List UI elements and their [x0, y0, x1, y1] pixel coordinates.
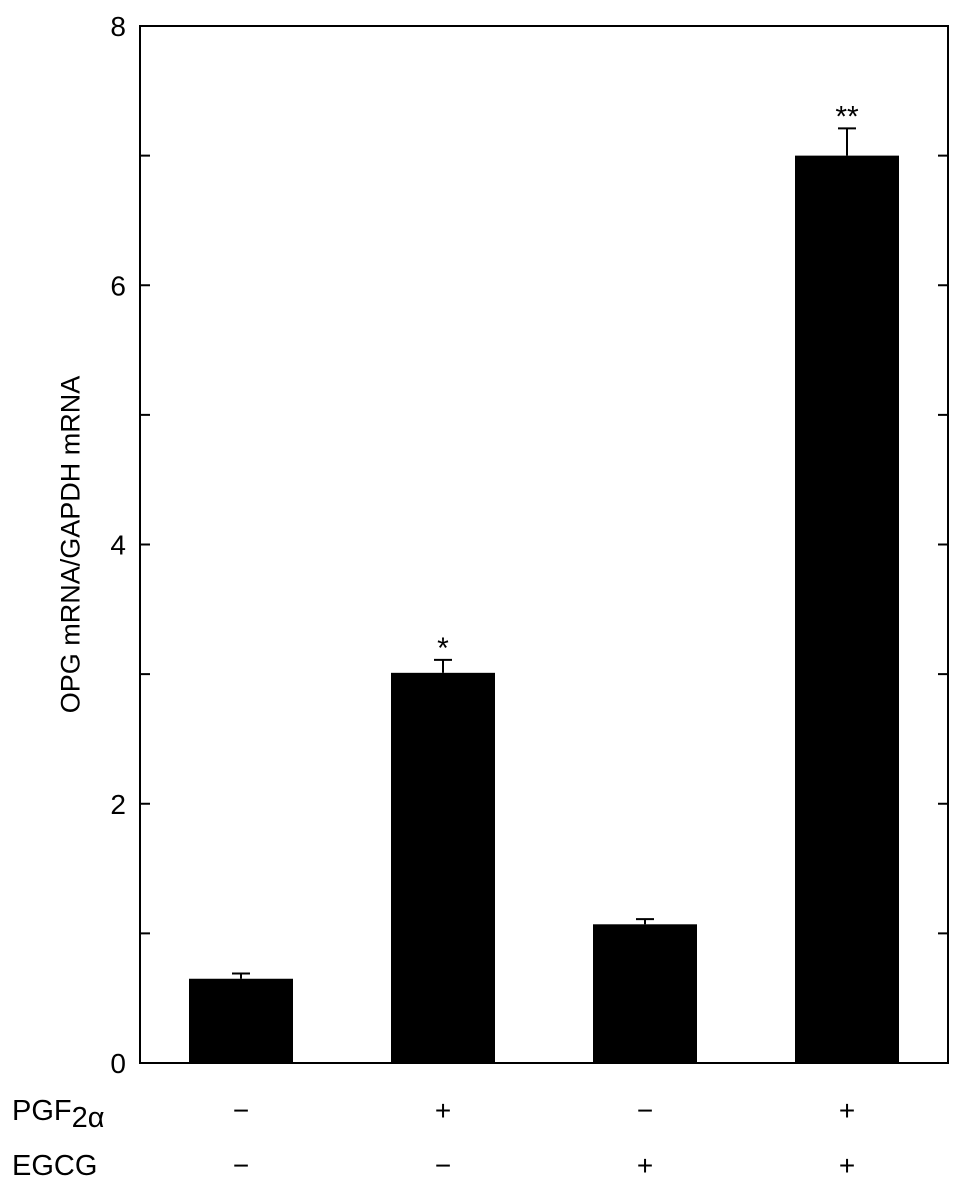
condition-value: + [435, 1095, 451, 1126]
condition-value: − [435, 1150, 451, 1181]
bars-group: *** [189, 100, 899, 1063]
bar [189, 978, 293, 1063]
y-tick-label: 6 [110, 270, 126, 301]
condition-row-label: PGF2α [12, 1095, 105, 1134]
significance-label: ** [835, 100, 859, 133]
y-tick-label: 4 [110, 530, 126, 561]
bar [795, 155, 899, 1063]
condition-value: − [233, 1095, 249, 1126]
significance-label: * [437, 632, 449, 665]
y-axis: 0 2 4 6 8 [110, 11, 948, 1079]
y-tick-label: 0 [110, 1048, 126, 1079]
condition-value: + [839, 1095, 855, 1126]
condition-row-label: EGCG [12, 1150, 97, 1182]
condition-value: − [233, 1150, 249, 1181]
bar [593, 924, 697, 1063]
condition-table: PGF2α − + − + EGCG − − + + [12, 1095, 855, 1182]
y-axis-label: OPG mRNA/GAPDH mRNA [55, 376, 85, 714]
y-tick-label: 2 [110, 789, 126, 820]
bar [391, 672, 495, 1063]
condition-value: + [637, 1150, 653, 1181]
condition-value: + [839, 1150, 855, 1181]
condition-value: − [637, 1095, 653, 1126]
y-tick-label: 8 [110, 11, 126, 42]
